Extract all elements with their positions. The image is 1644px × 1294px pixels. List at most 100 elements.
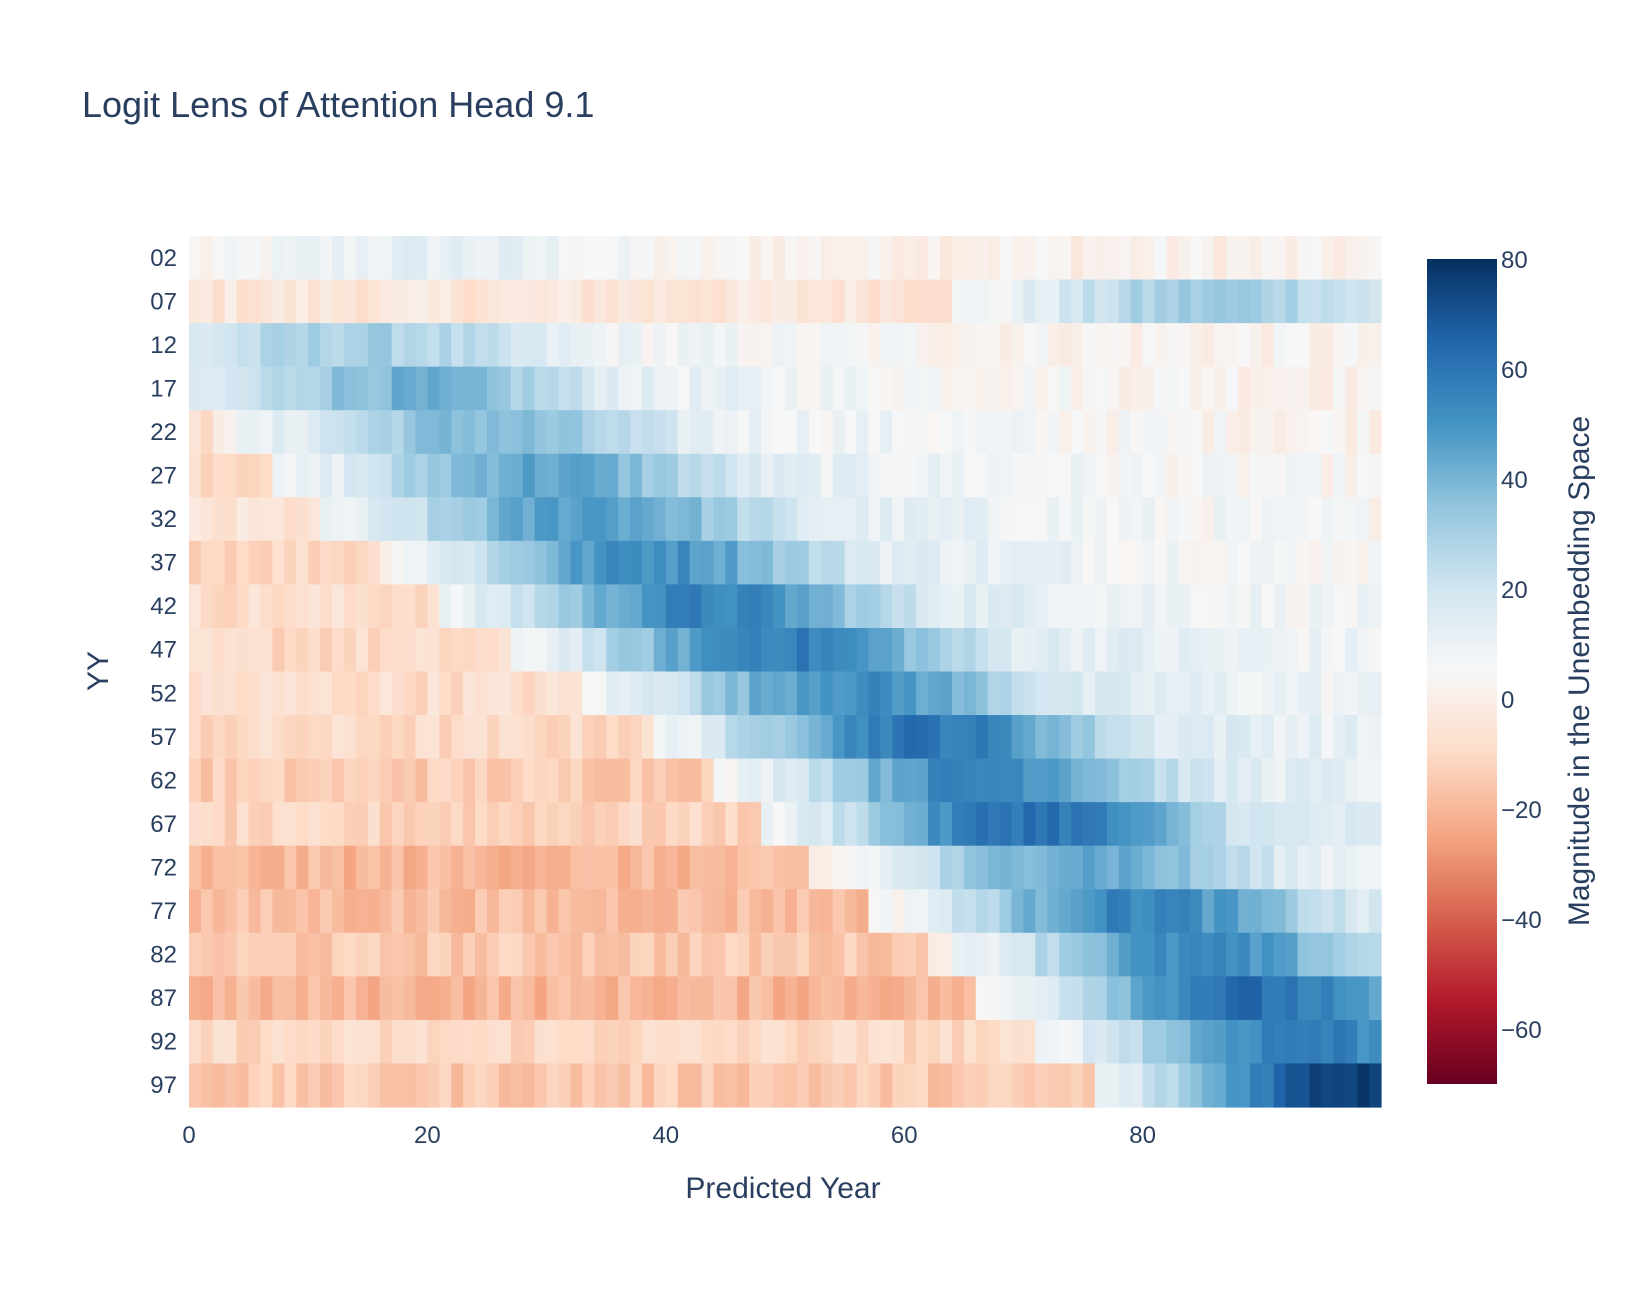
heatmap-cell <box>236 889 250 934</box>
heatmap-cell <box>332 1019 345 1065</box>
heatmap-cell <box>1226 236 1239 281</box>
heatmap-cell <box>987 845 1001 890</box>
heatmap-cell <box>570 410 583 455</box>
heatmap-cell <box>510 410 524 455</box>
heatmap-cell <box>1083 976 1096 1021</box>
heatmap-cell <box>1214 366 1227 411</box>
heatmap-cell <box>534 889 548 934</box>
heatmap-cell <box>248 497 262 542</box>
heatmap-cell <box>1321 627 1334 673</box>
heatmap-cell <box>415 453 428 498</box>
heatmap-cell <box>1083 845 1096 890</box>
heatmap-cell <box>701 889 715 934</box>
heatmap-cell <box>415 802 428 847</box>
heatmap-cell <box>1321 1063 1334 1108</box>
heatmap-cell <box>1190 889 1203 934</box>
heatmap-cell <box>1309 279 1322 324</box>
heatmap-cell <box>296 497 309 542</box>
heatmap-cell <box>296 889 309 934</box>
heatmap-cell <box>677 758 691 803</box>
heatmap-cell <box>832 366 846 411</box>
heatmap-cell <box>355 366 369 411</box>
y-tick-label: 72 <box>150 855 177 882</box>
heatmap-cell <box>653 279 667 324</box>
heatmap-cell <box>582 627 595 673</box>
heatmap-cell <box>236 410 250 455</box>
heatmap-cell <box>1237 889 1251 934</box>
heatmap-cell <box>999 671 1013 716</box>
heatmap-cell <box>332 236 345 281</box>
heatmap-cell <box>951 627 965 673</box>
heatmap-cell <box>272 1019 285 1065</box>
colorbar-tick-label: −60 <box>1501 1017 1542 1044</box>
heatmap-cell <box>630 889 643 934</box>
heatmap-cell <box>749 410 762 455</box>
heatmap-cell <box>391 279 405 324</box>
heatmap-cell <box>355 584 369 629</box>
heatmap-cell <box>296 627 309 673</box>
heatmap-cell <box>451 671 464 716</box>
heatmap-cell <box>808 802 822 847</box>
heatmap-cell <box>653 453 667 498</box>
heatmap-cell <box>403 366 417 411</box>
heatmap-cell <box>260 1019 274 1065</box>
heatmap-cell <box>1047 584 1060 629</box>
heatmap-cell <box>1273 540 1287 585</box>
heatmap-cell <box>773 758 786 803</box>
heatmap-cell <box>1166 758 1179 803</box>
heatmap-cell <box>641 671 655 716</box>
heatmap-cell <box>594 410 607 455</box>
heatmap-cell <box>582 758 595 803</box>
heatmap-cell <box>1023 889 1036 934</box>
heatmap-cell <box>856 715 870 760</box>
heatmap-cell <box>844 1063 858 1108</box>
heatmap-cell <box>665 715 679 760</box>
heatmap-cell <box>1059 627 1072 673</box>
heatmap-cell <box>1321 802 1334 847</box>
heatmap-cell <box>272 453 285 498</box>
heatmap-cell <box>1297 802 1311 847</box>
heatmap-cell <box>475 671 488 716</box>
heatmap-cell <box>1249 497 1263 542</box>
heatmap-cell <box>510 976 524 1021</box>
heatmap-cell <box>713 584 726 629</box>
heatmap-cell <box>200 715 214 760</box>
heatmap-cell <box>498 1063 512 1108</box>
heatmap-cell <box>1369 497 1382 542</box>
heatmap-cell <box>570 366 583 411</box>
heatmap-cell <box>403 584 417 629</box>
heatmap-cell <box>284 932 297 977</box>
heatmap-cell <box>1357 932 1370 977</box>
heatmap-cell <box>391 845 405 890</box>
heatmap-cell <box>1226 323 1239 368</box>
heatmap-cell <box>284 279 297 324</box>
heatmap-cell <box>701 497 715 542</box>
heatmap-cell <box>701 1019 715 1065</box>
heatmap-cell <box>689 758 703 803</box>
heatmap-cell <box>1214 715 1227 760</box>
heatmap-cell <box>558 497 572 542</box>
heatmap-cell <box>487 758 500 803</box>
heatmap-cell <box>808 976 822 1021</box>
heatmap-cell <box>379 845 393 890</box>
heatmap-cell <box>1285 1063 1299 1108</box>
heatmap-cell <box>487 1019 500 1065</box>
heatmap-cell <box>1273 758 1287 803</box>
heatmap-cell <box>1142 453 1156 498</box>
heatmap-cell <box>320 540 333 585</box>
heatmap-cell <box>224 715 238 760</box>
heatmap-cell <box>868 845 881 890</box>
heatmap-cell <box>653 845 667 890</box>
heatmap-cell <box>570 497 583 542</box>
heatmap-cell <box>987 802 1001 847</box>
heatmap-cell <box>1094 584 1108 629</box>
heatmap-cell <box>1071 279 1084 324</box>
heatmap-cell <box>701 236 715 281</box>
heatmap-cell <box>796 758 810 803</box>
heatmap-cell <box>522 932 536 977</box>
heatmap-cell <box>1035 976 1048 1021</box>
heatmap-cell <box>1297 279 1311 324</box>
heatmap-cell <box>248 453 262 498</box>
heatmap-cell <box>224 932 238 977</box>
heatmap-cell <box>773 976 786 1021</box>
